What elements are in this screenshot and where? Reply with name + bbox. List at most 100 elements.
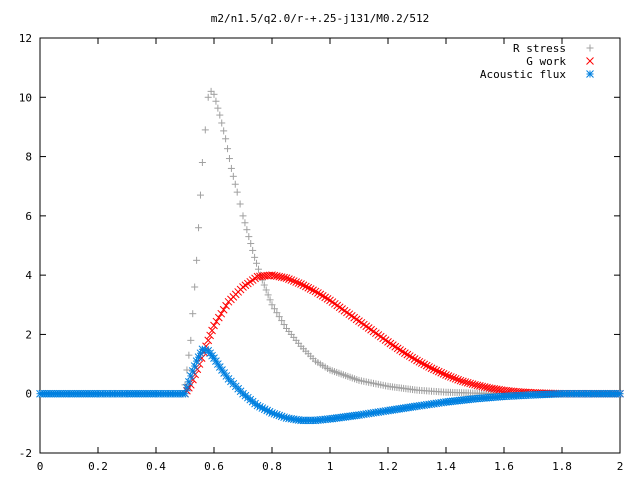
data-point xyxy=(206,331,214,340)
data-point xyxy=(430,365,438,374)
x-tick-label: 0.8 xyxy=(262,460,282,473)
data-point xyxy=(191,283,199,291)
x-tick-label: 1.2 xyxy=(378,460,398,473)
data-point xyxy=(187,336,195,344)
data-point xyxy=(285,275,293,283)
series-layer xyxy=(36,87,624,425)
data-point xyxy=(451,374,460,383)
data-point xyxy=(266,296,274,304)
data-point xyxy=(318,292,327,300)
data-point xyxy=(446,373,455,381)
data-point xyxy=(270,305,278,313)
data-point xyxy=(388,341,397,349)
y-tick-label: 6 xyxy=(25,210,32,223)
data-point xyxy=(292,278,301,286)
y-tick-label: 0 xyxy=(25,388,32,401)
x-tick-label: 0.4 xyxy=(146,460,166,473)
data-point xyxy=(181,389,189,398)
data-point xyxy=(311,287,320,296)
legend-label: G work xyxy=(526,55,566,68)
x-tick-label: 1.6 xyxy=(494,460,514,473)
data-point xyxy=(282,274,291,282)
data-point xyxy=(483,383,491,392)
data-point xyxy=(224,145,232,153)
data-point xyxy=(247,240,255,248)
data-point xyxy=(204,93,212,101)
data-point xyxy=(306,285,315,293)
data-point xyxy=(314,289,322,297)
data-point xyxy=(268,271,276,279)
data-point xyxy=(432,366,441,375)
data-point xyxy=(398,347,407,356)
data-point xyxy=(277,273,286,281)
data-point xyxy=(449,374,458,382)
data-point xyxy=(405,352,414,360)
data-point xyxy=(386,339,395,348)
y-tick-label: 12 xyxy=(19,32,32,45)
data-point xyxy=(278,317,286,325)
data-point xyxy=(434,367,443,376)
legend-label: Acoustic flux xyxy=(480,68,566,81)
x-tick-label: 0.6 xyxy=(204,460,224,473)
data-point xyxy=(475,382,484,390)
data-point xyxy=(442,371,450,379)
data-point xyxy=(214,104,222,112)
x-tick-label: 1 xyxy=(327,460,334,473)
ticks-layer: 0 0.2 0.4 0.6 0.8 1 1.2 1.4 1.6 1.8 2 -2 0 2 4 6 8 10 12 xyxy=(19,32,624,473)
data-point xyxy=(264,291,272,299)
data-point xyxy=(396,346,404,354)
data-point xyxy=(185,351,193,359)
y-tick-label: -2 xyxy=(19,447,32,460)
x-tick-label: 0 xyxy=(37,460,44,473)
data-point xyxy=(417,359,426,367)
data-point xyxy=(294,279,303,287)
data-point xyxy=(222,301,230,310)
data-point xyxy=(299,281,308,290)
data-point xyxy=(393,344,402,353)
legend-marker xyxy=(586,44,594,52)
data-point xyxy=(391,342,400,351)
data-point xyxy=(260,281,268,289)
x-tick-label: 2 xyxy=(617,460,624,473)
data-point xyxy=(456,376,465,385)
data-point xyxy=(309,286,317,295)
data-point xyxy=(193,256,201,264)
data-point xyxy=(210,90,218,98)
data-point xyxy=(218,119,226,127)
data-point xyxy=(273,309,281,317)
data-point xyxy=(241,219,249,227)
data-point xyxy=(243,226,251,234)
data-point xyxy=(201,126,209,134)
data-point xyxy=(425,363,433,371)
data-point xyxy=(301,282,310,291)
data-point xyxy=(466,379,475,388)
data-point xyxy=(410,355,419,363)
data-point xyxy=(262,286,270,294)
data-point xyxy=(422,361,431,370)
data-point xyxy=(225,155,233,163)
data-point xyxy=(249,246,257,254)
data-point xyxy=(459,377,467,386)
data-point xyxy=(468,380,477,388)
data-point xyxy=(233,188,241,196)
data-point xyxy=(231,180,239,188)
data-point xyxy=(236,200,244,208)
y-tick-label: 10 xyxy=(19,91,32,104)
data-point xyxy=(196,191,204,199)
data-point xyxy=(275,313,283,321)
legend-marker xyxy=(586,57,594,65)
data-point xyxy=(222,135,230,143)
data-point xyxy=(217,309,226,318)
data-point xyxy=(401,349,409,357)
data-point xyxy=(272,272,281,280)
data-point xyxy=(297,280,305,288)
data-point xyxy=(229,172,237,180)
data-point xyxy=(185,378,193,386)
data-point xyxy=(471,380,479,389)
data-point xyxy=(254,265,262,273)
data-point xyxy=(323,295,332,303)
data-point xyxy=(478,382,487,391)
data-point xyxy=(280,321,288,329)
